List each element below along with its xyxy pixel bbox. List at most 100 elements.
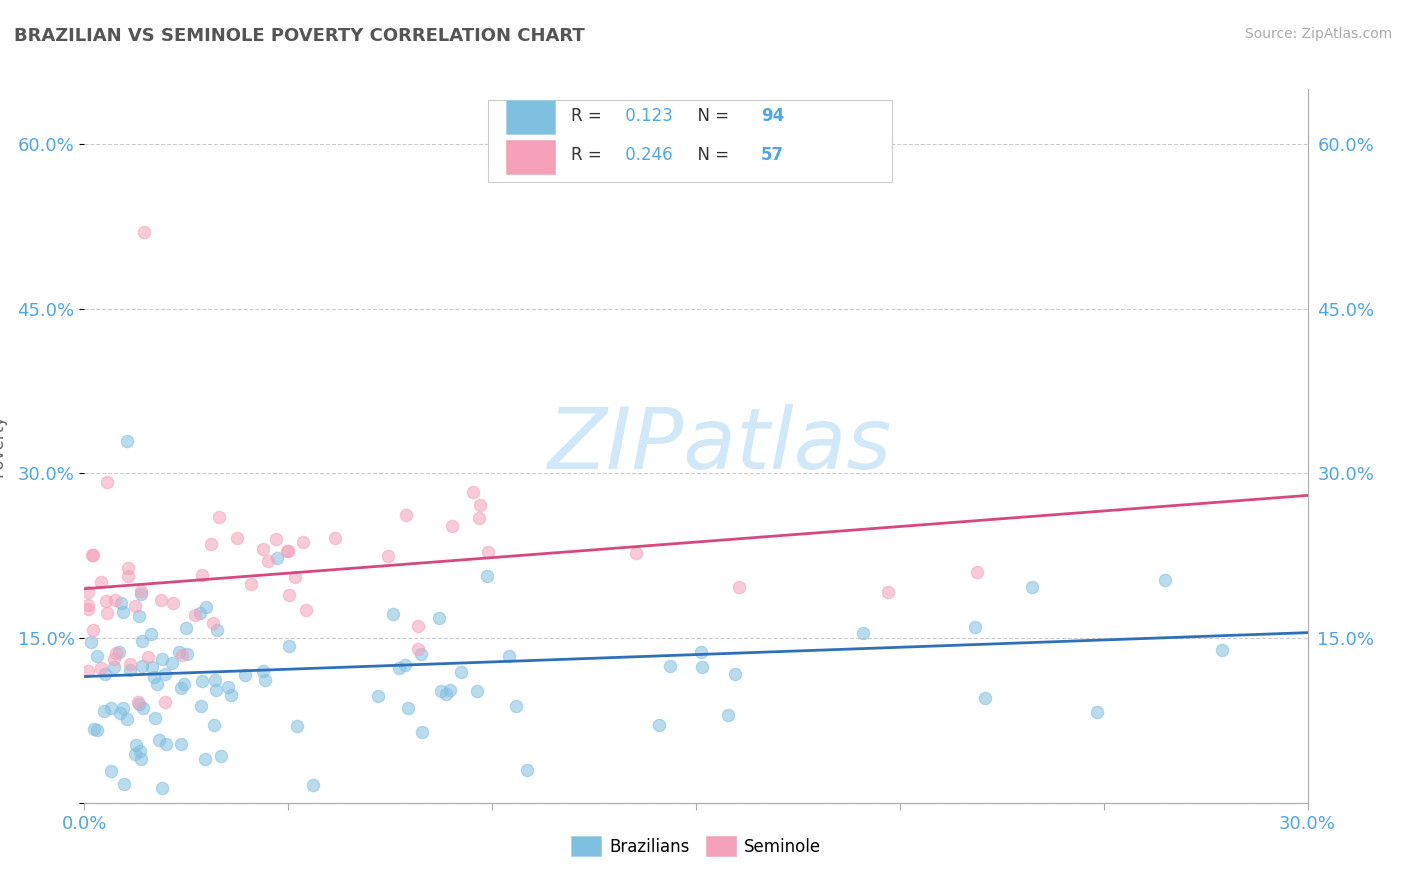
FancyBboxPatch shape — [506, 139, 555, 174]
Point — [94, 666, 117, 681]
Point — [204, 682, 226, 697]
Point — [877, 585, 900, 599]
Point — [82, 548, 104, 562]
Point — [411, 724, 433, 739]
Text: Source: ZipAtlas.com: Source: ZipAtlas.com — [1244, 27, 1392, 41]
Point — [963, 620, 986, 634]
Point — [516, 764, 538, 778]
Point — [395, 508, 418, 522]
Text: BRAZILIAN VS SEMINOLE POVERTY CORRELATION CHART: BRAZILIAN VS SEMINOLE POVERTY CORRELATIO… — [14, 27, 585, 45]
Point — [201, 616, 224, 631]
Point — [83, 722, 105, 736]
Point — [112, 776, 135, 790]
Point — [1085, 705, 1108, 719]
Point — [77, 585, 100, 599]
Point — [239, 576, 262, 591]
Point — [104, 646, 127, 660]
Point — [323, 531, 346, 545]
FancyBboxPatch shape — [488, 100, 891, 182]
Text: N =: N = — [688, 146, 735, 164]
Point — [408, 642, 430, 657]
Point — [1021, 580, 1043, 594]
Point — [108, 706, 131, 720]
Point — [153, 695, 176, 709]
Point — [77, 598, 100, 612]
Point — [852, 626, 875, 640]
Point — [301, 778, 323, 792]
Point — [150, 780, 173, 795]
Point — [626, 546, 648, 560]
Point — [103, 652, 125, 666]
Point — [90, 661, 112, 675]
Point — [1154, 573, 1177, 587]
Point — [648, 717, 671, 731]
Point — [406, 619, 429, 633]
Point — [217, 680, 239, 694]
Point — [129, 752, 152, 766]
Point — [1211, 642, 1233, 657]
Point — [966, 565, 988, 579]
Point — [142, 670, 165, 684]
Point — [149, 592, 172, 607]
Point — [388, 661, 411, 675]
Point — [148, 732, 170, 747]
Point — [194, 599, 217, 614]
Point — [225, 532, 247, 546]
Point — [184, 607, 207, 622]
Point — [173, 676, 195, 690]
Point — [86, 723, 108, 737]
Point — [505, 698, 527, 713]
Point — [394, 658, 416, 673]
Point — [467, 511, 489, 525]
Point — [252, 664, 274, 678]
Text: 94: 94 — [761, 106, 785, 125]
Point — [266, 550, 288, 565]
Point — [93, 704, 115, 718]
Point — [167, 645, 190, 659]
Point — [724, 667, 747, 681]
Point — [254, 673, 277, 687]
Point — [439, 682, 461, 697]
Point — [690, 660, 713, 674]
Point — [252, 542, 274, 557]
Point — [132, 225, 155, 239]
Point — [974, 691, 997, 706]
Point — [125, 738, 148, 752]
Point — [441, 519, 464, 533]
Point — [176, 647, 198, 661]
Text: R =: R = — [571, 106, 607, 125]
Point — [162, 656, 184, 670]
Point — [219, 688, 242, 702]
Point — [396, 701, 419, 715]
Point — [129, 584, 152, 599]
Point — [463, 485, 485, 500]
Point — [409, 647, 432, 661]
Point — [434, 687, 457, 701]
Point — [150, 651, 173, 665]
Point — [190, 699, 212, 714]
Point — [292, 534, 315, 549]
Point — [128, 609, 150, 624]
Point — [82, 623, 104, 637]
Point — [127, 696, 149, 710]
Point — [100, 700, 122, 714]
Point — [104, 593, 127, 607]
Text: N =: N = — [688, 106, 735, 125]
Point — [145, 711, 167, 725]
Point — [202, 717, 225, 731]
Point — [194, 751, 217, 765]
Point — [86, 648, 108, 663]
Text: 0.123: 0.123 — [620, 106, 673, 125]
FancyBboxPatch shape — [506, 100, 555, 135]
Point — [209, 748, 232, 763]
Text: R =: R = — [571, 146, 607, 164]
Point — [146, 677, 169, 691]
Point — [284, 570, 307, 584]
Point — [131, 659, 153, 673]
Point — [120, 664, 142, 678]
Point — [277, 543, 299, 558]
Point — [118, 657, 141, 671]
Point — [136, 649, 159, 664]
Point — [90, 574, 112, 589]
Point — [294, 602, 316, 616]
